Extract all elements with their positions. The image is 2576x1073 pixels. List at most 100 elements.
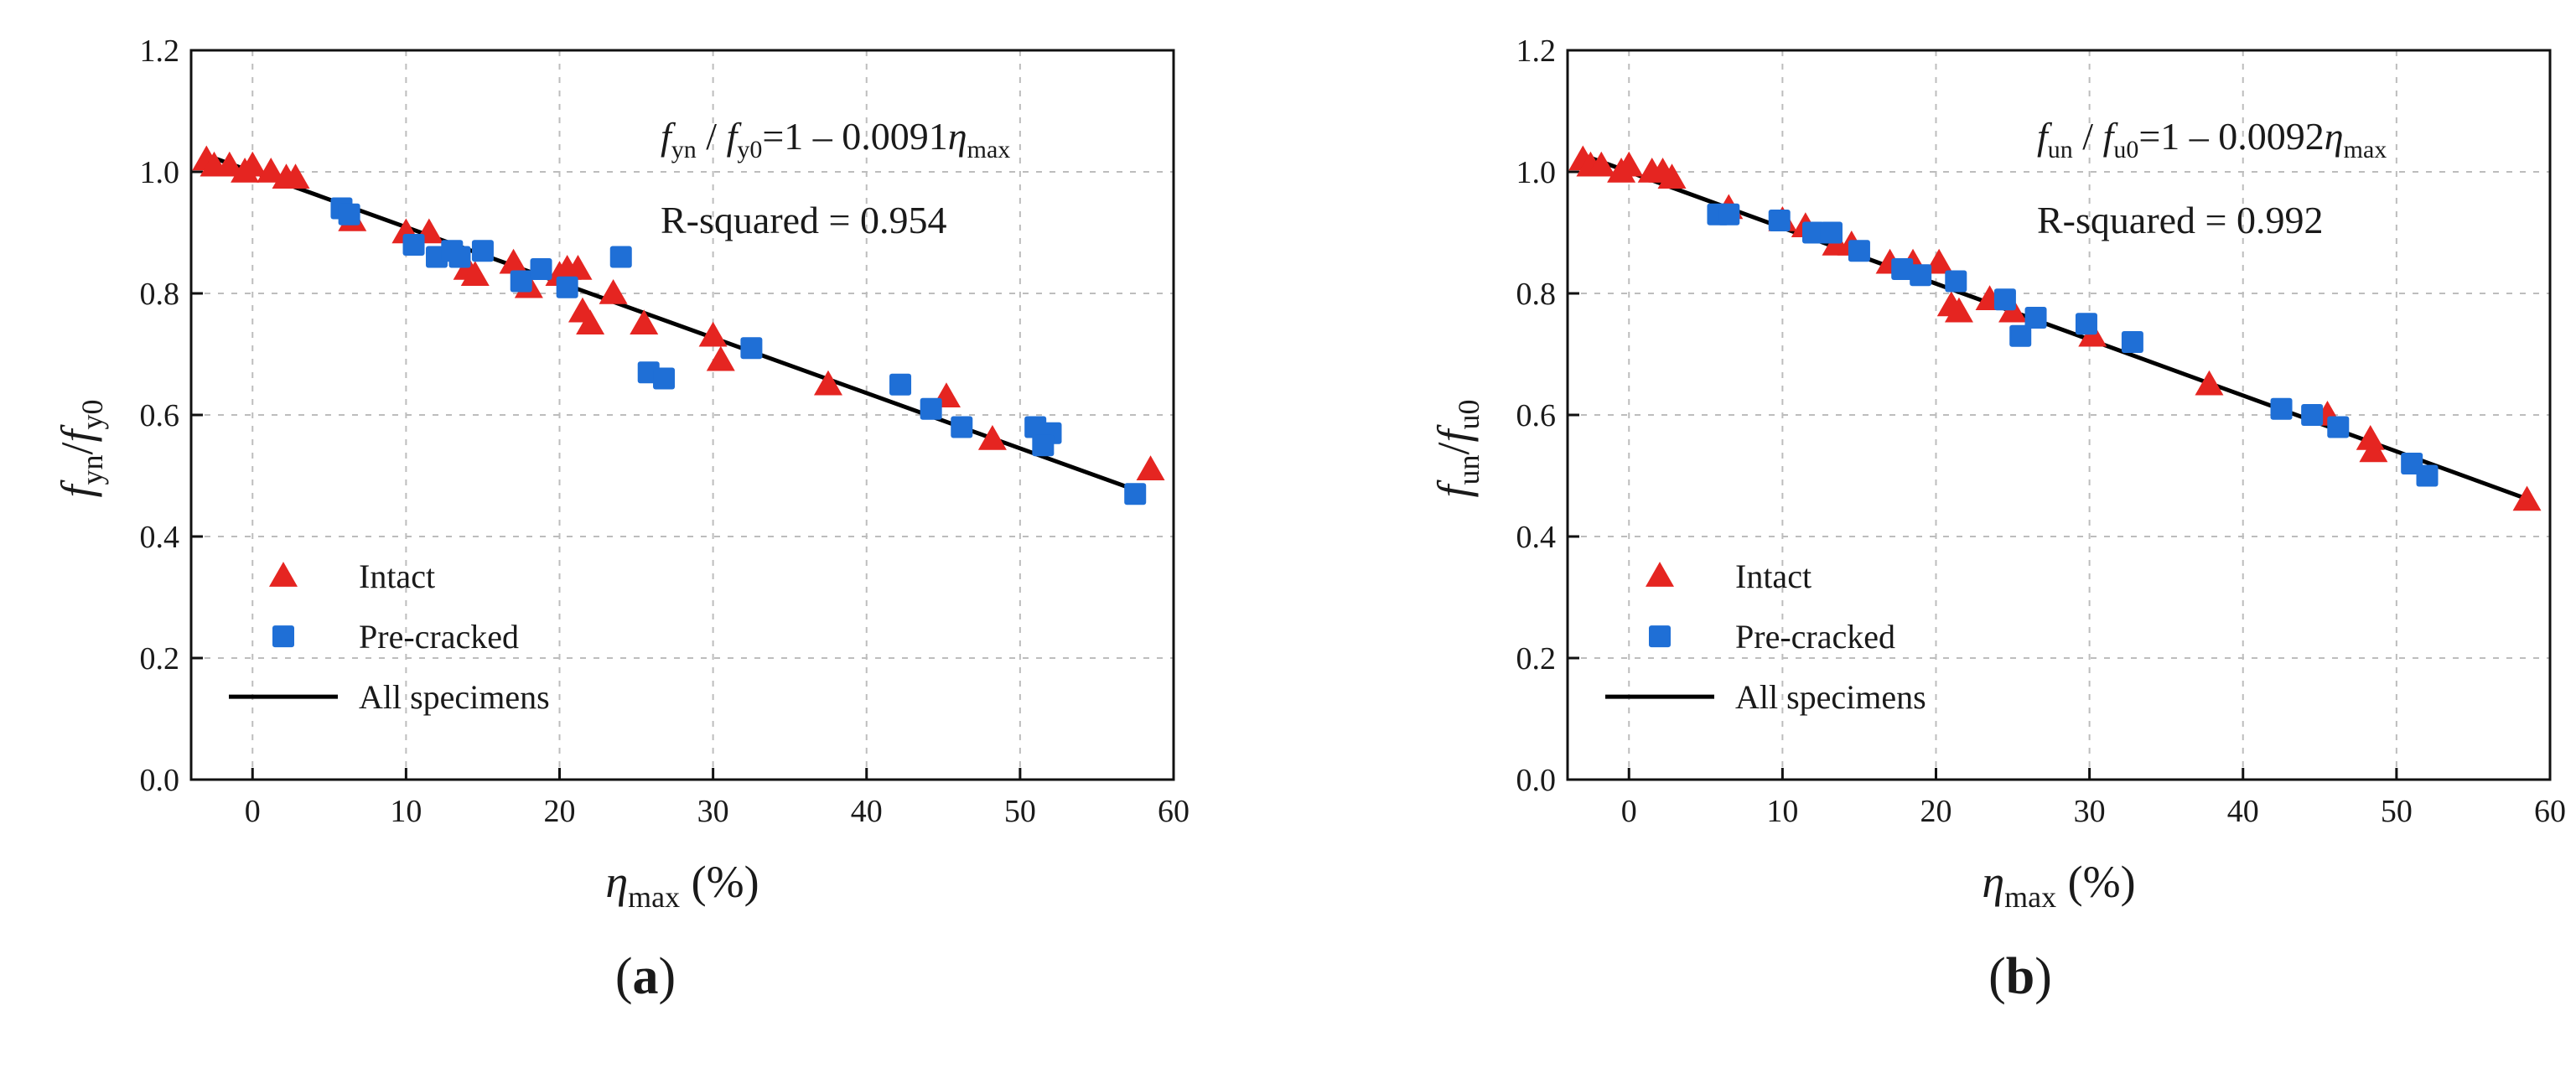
y-tick-label: 0.0 [140, 763, 180, 798]
pre-cracked-point [920, 397, 942, 420]
x-tick-label: 30 [2074, 794, 2106, 829]
intact-point [563, 255, 593, 280]
legend-label: Pre-cracked [1735, 618, 1895, 656]
pre-cracked-point [510, 270, 532, 293]
pre-cracked-point [951, 416, 973, 438]
pre-cracked-point [338, 203, 360, 225]
panel-b: 0 10 20 30 40 50 60 0.0 0.2 0.4 0.6 0.8 1.0 1.2 Intact… [1428, 34, 2566, 1005]
r-squared-annotation: R-squared = 0.992 [2037, 199, 2324, 241]
legend-label: Pre-cracked [359, 618, 519, 656]
intact-point [1944, 297, 1973, 323]
legend-label: All specimens [1735, 678, 1926, 716]
y-tick-label: 0.4 [1516, 520, 1557, 555]
x-tick-label: 20 [1920, 794, 1952, 829]
pre-cracked-point [1945, 270, 1967, 293]
panel-label: (b) [1988, 948, 2052, 1005]
grid-lines [191, 50, 1174, 780]
intact-point [698, 321, 728, 347]
intact-point [813, 370, 842, 396]
legend-marker-pre-cracked [1649, 625, 1671, 648]
x-tick-label: 50 [2381, 794, 2413, 829]
pre-cracked-point [1032, 434, 1055, 457]
pre-cracked-point [2301, 404, 2324, 426]
x-tick-label: 40 [2227, 794, 2259, 829]
pre-cracked-point [448, 246, 471, 268]
pre-cracked-point [2121, 331, 2143, 353]
x-tick-label: 50 [1004, 794, 1036, 829]
panel-label: (a) [615, 948, 676, 1005]
equation-annotation: fun / fu0=1 – 0.0092ηmax [2037, 115, 2387, 163]
pre-cracked-point [556, 276, 578, 298]
intact-point [1657, 163, 1687, 189]
legend: Intact Pre-cracked All specimens [229, 557, 550, 716]
x-tick-label: 10 [390, 794, 422, 829]
x-axis-label: ηmax (%) [605, 857, 759, 914]
pre-cracked-point [530, 258, 552, 280]
x-tick-label: 0 [1621, 794, 1637, 829]
pre-cracked-point [1891, 258, 1914, 280]
pre-cracked-point [2416, 464, 2439, 487]
series-pre-cracked [1707, 203, 2439, 487]
intact-point [1136, 455, 1165, 480]
pre-cracked-point [402, 234, 425, 256]
intact-point [2359, 437, 2388, 463]
x-axis-label: ηmax (%) [1982, 857, 2135, 914]
legend-marker-pre-cracked [272, 625, 294, 648]
intact-point [257, 158, 286, 183]
intact-point [2512, 485, 2542, 511]
r-squared-annotation: R-squared = 0.954 [661, 199, 947, 241]
intact-point [238, 151, 267, 177]
intact-point [599, 279, 628, 304]
pre-cracked-point [471, 240, 494, 262]
legend-label: Intact [359, 557, 435, 595]
y-tick-label: 0.8 [140, 277, 180, 312]
pre-cracked-point [2270, 397, 2293, 420]
intact-point [499, 248, 528, 274]
x-tick-label: 60 [2534, 794, 2566, 829]
pre-cracked-point [1124, 483, 1147, 505]
y-tick-label: 0.2 [1516, 641, 1557, 676]
y-tick-label: 1.0 [140, 155, 180, 190]
intact-point [281, 163, 310, 189]
pre-cracked-point [1768, 210, 1791, 231]
intact-point [630, 309, 659, 334]
pre-cracked-point [2327, 416, 2350, 438]
intact-point [2195, 370, 2224, 396]
intact-point [460, 261, 490, 286]
y-tick-label: 1.2 [140, 34, 180, 69]
intact-point [576, 309, 605, 334]
pre-cracked-point [889, 373, 912, 396]
y-tick-label: 1.2 [1516, 34, 1557, 69]
intact-point [1925, 248, 1954, 274]
pre-cracked-point [2075, 313, 2097, 335]
pre-cracked-point [1910, 264, 1932, 287]
pre-cracked-point [1820, 221, 1843, 244]
y-tick-label: 0.6 [140, 398, 180, 433]
intact-point [977, 425, 1007, 450]
pre-cracked-point [1993, 288, 2016, 311]
pre-cracked-point [609, 246, 632, 268]
pre-cracked-point [1718, 203, 1740, 225]
pre-cracked-point [653, 367, 676, 390]
intact-point [2356, 425, 2385, 450]
grid-lines [1568, 50, 2550, 780]
y-tick-label: 0.0 [1516, 763, 1557, 798]
y-tick-label: 0.2 [140, 641, 180, 676]
intact-point [1587, 151, 1616, 177]
legend-label: Intact [1735, 557, 1811, 595]
y-tick-label: 0.4 [140, 520, 180, 555]
y-tick-label: 1.0 [1516, 155, 1557, 190]
pre-cracked-point [2009, 324, 2032, 347]
legend: Intact Pre-cracked All specimens [1605, 557, 1926, 716]
pre-cracked-point [2024, 307, 2047, 329]
legend-marker-intact [1646, 562, 1674, 587]
pre-cracked-point [740, 337, 763, 360]
x-tick-label: 60 [1158, 794, 1190, 829]
y-tick-label: 0.8 [1516, 277, 1557, 312]
x-tick-label: 30 [697, 794, 729, 829]
y-tick-label: 0.6 [1516, 398, 1557, 433]
x-tick-label: 20 [544, 794, 576, 829]
intact-point [215, 151, 244, 177]
pre-cracked-point [1802, 221, 1824, 244]
panel-a: 0 10 20 30 40 50 60 0.0 0.2 0.4 0.6 0.8 1.0 1.2 Intact… [52, 34, 1190, 1005]
